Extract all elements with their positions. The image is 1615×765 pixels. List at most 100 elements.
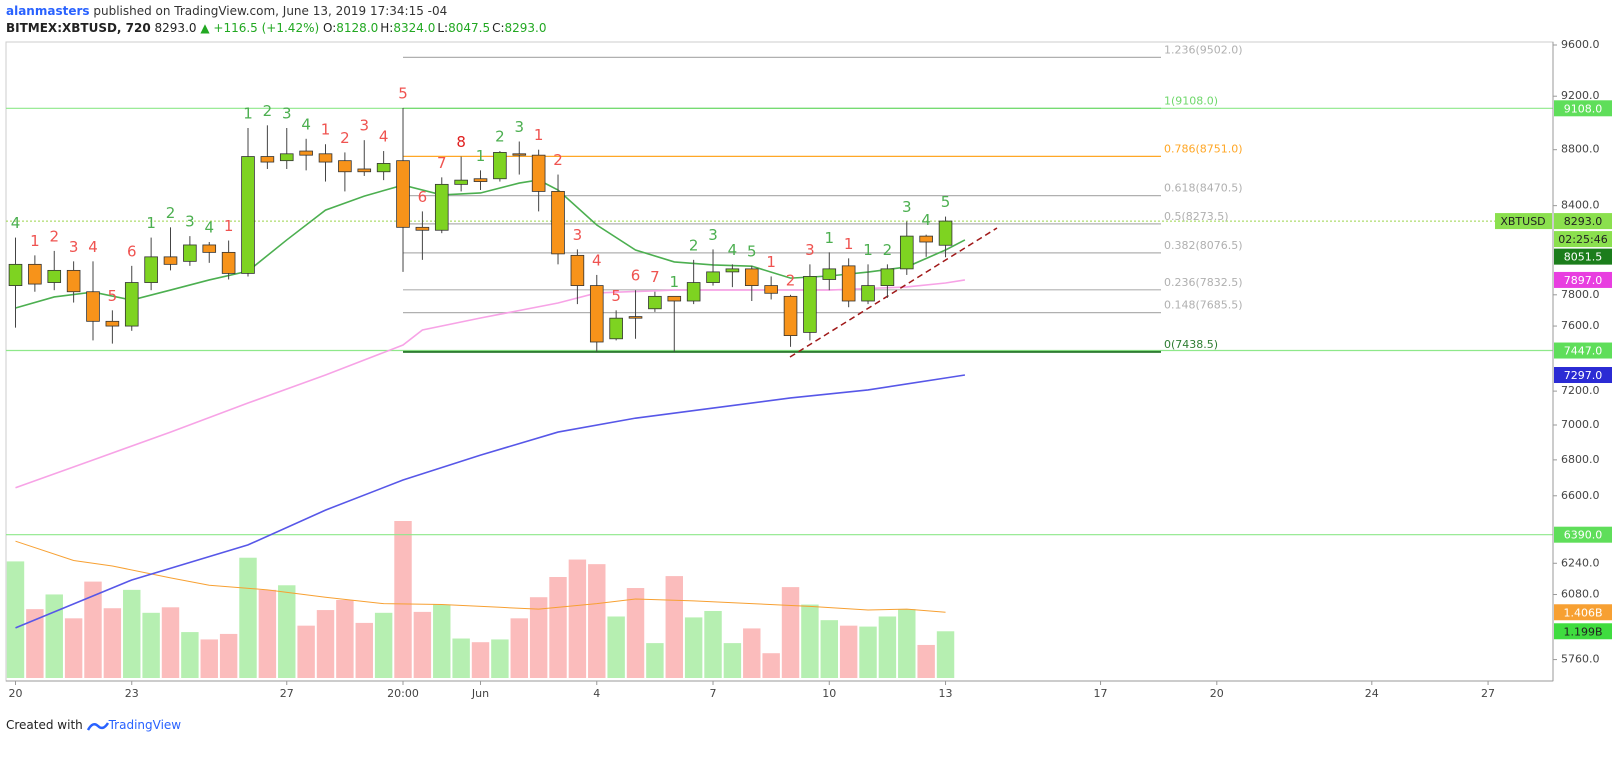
td-count: 3 <box>708 226 718 244</box>
candle-body <box>221 251 236 274</box>
countdown: 02:25:46 <box>1558 233 1607 246</box>
td-count: 2 <box>49 227 59 245</box>
td-count: 3 <box>514 118 524 136</box>
td-count: 2 <box>340 129 350 147</box>
ohlc-value: 8128.0 <box>336 21 379 35</box>
author[interactable]: alanmasters <box>6 4 90 18</box>
logo <box>86 721 109 731</box>
y-tick-label: 6080.0 <box>1561 588 1600 601</box>
ohlc-label: C: <box>492 21 505 35</box>
symbol-line: BITMEX:XBTUSD, 720 8293.0 ▲ +116.5 (+1.4… <box>6 21 549 35</box>
y-tick-label: 6600.0 <box>1561 489 1600 502</box>
candle-body <box>493 152 507 180</box>
td-count: 2 <box>263 102 273 120</box>
td-count: 4 <box>301 115 311 133</box>
td-count: 3 <box>573 226 583 244</box>
volume-bar <box>626 588 645 678</box>
y-tick-label: 9600.0 <box>1561 38 1600 51</box>
fib-label: 0.148(7685.5) <box>1164 299 1243 312</box>
td-count: 1 <box>670 273 680 291</box>
price-label-box <box>1554 367 1612 384</box>
candle-body <box>338 160 352 173</box>
candle-body <box>531 154 546 192</box>
volume-pane <box>6 521 955 678</box>
volume-bar <box>45 594 63 678</box>
volume-bar <box>355 622 373 678</box>
volume-bar <box>471 642 490 678</box>
trend-line <box>789 227 998 358</box>
candle-body <box>880 268 895 286</box>
volume-bar <box>529 597 548 678</box>
volume-bar <box>219 633 238 678</box>
volume-bar <box>433 604 451 678</box>
volume-bar <box>491 639 509 678</box>
candle-body <box>570 254 585 286</box>
candle-body <box>163 256 178 265</box>
chart: 1.236(9502.0) 1(9108.0) 0.786(8751.0) 0.618… <box>5 38 1612 700</box>
volume-bar <box>452 638 470 678</box>
moving-averages <box>15 179 966 629</box>
td-count: 1 <box>243 105 253 123</box>
td-count: 1 <box>863 241 873 259</box>
candle-body <box>357 168 372 173</box>
last-price: 8293.0 <box>154 21 197 35</box>
price-label: 8051.5 <box>1564 251 1603 264</box>
volume-bar <box>801 604 819 678</box>
fib-lines: 1.236(9502.0) 1(9108.0) 0.786(8751.0) 0.618… <box>6 43 1553 536</box>
volume-bar <box>510 618 528 678</box>
y-tick-label: 8800.0 <box>1561 143 1600 156</box>
td-count: 4 <box>204 219 214 237</box>
x-tick-label: 23 <box>125 687 139 700</box>
footer-brand[interactable]: TradingView <box>108 718 182 732</box>
volume-bar <box>26 609 44 678</box>
x-tick-label: 17 <box>1094 687 1108 700</box>
td-count: 3 <box>69 238 79 256</box>
x-tick-label: 13 <box>939 687 953 700</box>
td-count: 1 <box>844 235 854 253</box>
volume-bar <box>278 585 296 678</box>
moving-average <box>15 279 966 489</box>
candle-body <box>396 160 410 228</box>
change: ▲ +116.5 (+1.42%) <box>200 21 320 35</box>
candle-body <box>667 295 682 302</box>
price-label: 7447.0 <box>1564 345 1603 358</box>
volume-bar <box>859 626 877 678</box>
candle-body <box>899 235 914 270</box>
td-count: 5 <box>941 193 951 211</box>
volume-label: 1.406B <box>1563 606 1602 619</box>
td-count: 4 <box>88 238 98 256</box>
candle-body <box>415 226 430 231</box>
td-count: 1 <box>30 232 40 250</box>
candle-body <box>841 265 856 302</box>
td-count: 6 <box>631 267 641 285</box>
header-line: alanmasters published on TradingView.com… <box>6 4 447 18</box>
candle-body <box>8 263 23 286</box>
volume-bar <box>297 625 315 678</box>
candle-body <box>144 256 158 283</box>
volume-bar <box>142 612 160 678</box>
td-count: 2 <box>689 236 699 254</box>
td-count: 5 <box>398 85 408 103</box>
price-label: 9108.0 <box>1564 102 1603 115</box>
td-count: 6 <box>418 188 428 206</box>
ohlc-label: L: <box>437 21 449 35</box>
x-tick-label: 27 <box>1481 687 1495 700</box>
y-tick-label: 5760.0 <box>1561 653 1600 666</box>
candle-body <box>473 178 488 182</box>
td-count: 7 <box>650 268 660 286</box>
countdown-box <box>1554 231 1612 248</box>
volume-bar <box>646 643 664 678</box>
td-count: 2 <box>553 151 563 169</box>
fib-label: 1.236(9502.0) <box>1164 43 1243 56</box>
td-count: 3 <box>282 105 292 123</box>
td-count: 1 <box>534 126 544 144</box>
fib-label: 0.618(8470.5) <box>1164 182 1243 195</box>
x-tick-label: Jun <box>471 687 489 700</box>
y-tick-label: 7800.0 <box>1561 288 1600 301</box>
price-label-box <box>1554 342 1612 359</box>
volume-bar <box>336 599 354 678</box>
volume-bar <box>743 628 761 678</box>
symbol-tag-box <box>1495 213 1552 230</box>
y-tick-label: 7600.0 <box>1561 319 1600 332</box>
